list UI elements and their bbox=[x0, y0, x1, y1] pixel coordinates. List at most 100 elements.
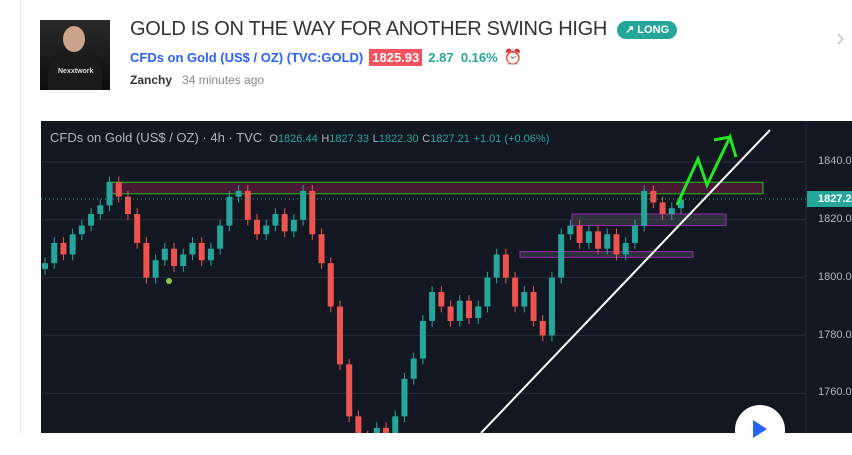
change-percent: 0.16% bbox=[460, 49, 498, 65]
candle bbox=[401, 378, 408, 417]
candle bbox=[502, 254, 509, 278]
candle bbox=[180, 254, 187, 267]
candle bbox=[198, 242, 205, 261]
candle bbox=[650, 190, 657, 203]
low-value: 1822.30 bbox=[378, 133, 419, 145]
candle bbox=[69, 234, 76, 255]
chevron-right-icon[interactable]: › bbox=[836, 22, 845, 52]
candle bbox=[622, 242, 629, 255]
candle bbox=[244, 190, 251, 220]
symbol-row: CFDs on Gold (US$ / OZ) (TVC:GOLD) 1825.… bbox=[130, 48, 522, 66]
candle bbox=[336, 306, 343, 365]
candle bbox=[530, 292, 537, 321]
candle bbox=[641, 190, 648, 226]
avatar[interactable]: Nexxtwork bbox=[40, 20, 110, 90]
candle bbox=[226, 196, 233, 226]
candle bbox=[281, 214, 288, 232]
l-label: L bbox=[372, 133, 379, 145]
long-badge: ↗ LONG bbox=[617, 20, 678, 39]
author-link[interactable]: Zanchy bbox=[130, 73, 173, 87]
symbol-link[interactable]: CFDs on Gold (US$ / OZ) (TVC:GOLD) bbox=[130, 49, 364, 65]
add-alert-icon[interactable]: ⏰ bbox=[503, 49, 523, 66]
open-value: 1826.44 bbox=[277, 133, 318, 145]
close-value: 1827.21 bbox=[430, 133, 470, 145]
badge-label: LONG bbox=[637, 23, 670, 36]
play-button[interactable] bbox=[735, 405, 785, 455]
candle bbox=[309, 190, 316, 235]
y-tick: 1800.0 bbox=[818, 271, 852, 283]
resistance-zone bbox=[106, 181, 764, 195]
candle bbox=[567, 225, 574, 235]
candle bbox=[613, 234, 620, 255]
candle bbox=[484, 277, 491, 307]
y-tick: 1760.0 bbox=[818, 386, 852, 398]
candle bbox=[327, 263, 334, 307]
candle bbox=[548, 277, 555, 336]
candle bbox=[355, 416, 362, 433]
c-label: C bbox=[422, 133, 431, 145]
candle bbox=[678, 199, 684, 209]
candle bbox=[539, 320, 546, 336]
legend-title: CFDs on Gold (US$ / OZ) · 4h · TVC bbox=[50, 130, 263, 145]
candle bbox=[595, 231, 602, 249]
candle bbox=[512, 277, 519, 307]
high-value: 1827.33 bbox=[329, 133, 370, 145]
candle bbox=[134, 214, 141, 243]
candle bbox=[217, 225, 224, 249]
candle bbox=[521, 292, 528, 307]
bar-change: +1.01 (+0.06%) bbox=[473, 133, 550, 145]
candle bbox=[88, 214, 95, 226]
chart-area[interactable]: CFDs on Gold (US$ / OZ) · 4h · TVC O1826… bbox=[41, 121, 852, 455]
candle bbox=[631, 225, 638, 243]
candle bbox=[106, 182, 113, 206]
candle bbox=[585, 231, 592, 243]
candle bbox=[97, 205, 104, 215]
candle bbox=[558, 234, 565, 278]
candle bbox=[78, 225, 85, 235]
o-label: O bbox=[269, 133, 278, 145]
candle bbox=[410, 358, 417, 379]
y-tick: 1820.0 bbox=[818, 213, 852, 225]
candle bbox=[124, 196, 131, 215]
page-divider bbox=[20, 0, 21, 433]
candle bbox=[235, 190, 242, 197]
candle bbox=[383, 427, 390, 433]
chart-legend: CFDs on Gold (US$ / OZ) · 4h · TVC O1826… bbox=[50, 130, 549, 145]
candle bbox=[659, 202, 666, 215]
author-row: Zanchy 34 minutes ago bbox=[130, 73, 264, 87]
price-badge: 1825.93 bbox=[369, 48, 423, 66]
change-value: 2.87 bbox=[428, 49, 454, 65]
candle bbox=[300, 190, 307, 220]
current-price-label: 1827.2 bbox=[807, 191, 852, 207]
chart-canvas bbox=[41, 121, 807, 433]
candle bbox=[161, 248, 168, 261]
candle bbox=[668, 208, 675, 215]
upper-box bbox=[571, 213, 727, 227]
candle bbox=[373, 427, 380, 433]
candle bbox=[272, 214, 279, 226]
candle bbox=[254, 219, 260, 235]
candle bbox=[429, 292, 436, 321]
candle bbox=[604, 234, 611, 249]
candle bbox=[447, 306, 454, 321]
candle bbox=[456, 300, 463, 321]
candle bbox=[207, 248, 214, 261]
candle bbox=[171, 248, 178, 267]
candle bbox=[438, 292, 445, 307]
candle bbox=[115, 182, 122, 197]
candle bbox=[475, 306, 482, 319]
candle bbox=[263, 225, 270, 235]
candle bbox=[466, 300, 472, 319]
candle bbox=[392, 416, 399, 433]
idea-title[interactable]: GOLD IS ON THE WAY FOR ANOTHER SWING HIG… bbox=[130, 18, 608, 40]
avatar-logo-text: Nexxtwork bbox=[58, 68, 94, 75]
candle bbox=[152, 260, 159, 278]
candle bbox=[51, 242, 58, 264]
signal-dot bbox=[166, 278, 172, 284]
trendline bbox=[480, 129, 771, 433]
timestamp: 34 minutes ago bbox=[182, 73, 265, 87]
candle bbox=[42, 263, 48, 269]
candle bbox=[143, 242, 150, 278]
candle bbox=[576, 225, 583, 243]
candle bbox=[419, 320, 426, 359]
